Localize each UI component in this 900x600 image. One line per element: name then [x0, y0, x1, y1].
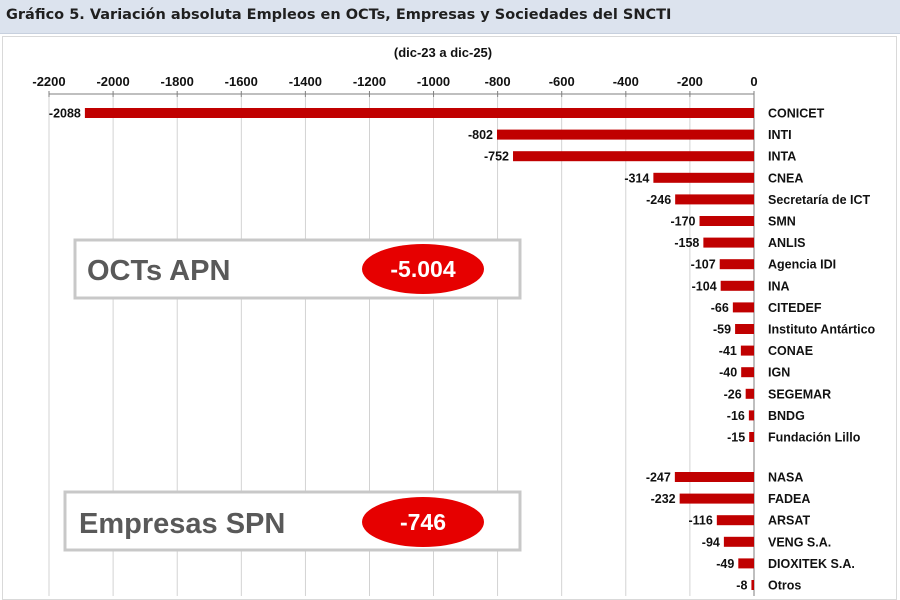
callout-box: Empresas SPN -746: [63, 490, 522, 552]
bar: [738, 558, 754, 569]
category-label: ARSAT: [768, 514, 810, 528]
category-label: VENG S.A.: [768, 535, 831, 549]
x-tick-label: -400: [613, 74, 639, 89]
x-tick-label: -1600: [225, 74, 258, 89]
bar: [719, 259, 754, 270]
category-label: IGN: [768, 366, 790, 380]
bar: [735, 324, 754, 334]
data-label: -802: [468, 128, 493, 142]
callout-ellipse: [362, 497, 484, 547]
bar: [740, 345, 754, 356]
callout-box: OCTs APN -5.004: [73, 238, 522, 300]
category-label: Secretaría de ICT: [768, 193, 870, 207]
data-label: -8: [736, 579, 747, 593]
bar: [720, 280, 754, 291]
x-tick-label: -600: [549, 74, 575, 89]
data-label: -66: [711, 301, 729, 315]
callout-value: -746: [400, 509, 446, 535]
bar: [513, 151, 754, 162]
bar: [653, 172, 754, 183]
category-label: FADEA: [768, 492, 810, 506]
callout-label: Empresas SPN: [79, 508, 285, 540]
data-label: -116: [688, 514, 712, 528]
bar: [699, 216, 754, 226]
category-label: SMN: [768, 215, 796, 229]
data-label: -59: [713, 323, 731, 337]
bar: [675, 194, 754, 205]
data-label: -40: [719, 366, 737, 380]
x-tick-label: -1000: [417, 74, 450, 89]
bar: [723, 536, 754, 547]
header-bar: Gráfico 5. Variación absoluta Empleos en…: [0, 0, 900, 34]
callouts: OCTs APN -5.004 Empresas SPN -746: [63, 238, 522, 552]
x-tick-label: 0: [750, 74, 757, 89]
bar: [741, 367, 754, 378]
category-label: CITEDEF: [768, 301, 822, 315]
category-label: INTI: [768, 128, 792, 142]
category-label: Instituto Antártico: [768, 323, 876, 337]
callout-value: -5.004: [390, 256, 455, 282]
x-tick-label: -1200: [353, 74, 386, 89]
data-label: -314: [624, 171, 649, 185]
callout-ellipse: [362, 244, 484, 294]
x-axis-ticks: -2200 -2000 -1800 -1600 -1400 -1200 -1000 -800-…: [32, 74, 758, 97]
x-tick-label: -2000: [96, 74, 129, 89]
category-label: BNDG: [768, 409, 805, 423]
x-tick-label: -2200: [32, 74, 65, 89]
data-label: -15: [727, 431, 745, 445]
data-label: -170: [670, 215, 695, 229]
data-label: -16: [727, 409, 745, 423]
category-label: INA: [768, 279, 790, 293]
bar: [748, 410, 754, 421]
bar: [745, 388, 754, 399]
x-tick-label: -1400: [289, 74, 322, 89]
category-label: Agencia IDI: [768, 258, 836, 272]
bar: [674, 472, 754, 482]
category-label: ANLIS: [768, 236, 806, 250]
data-label: -232: [651, 492, 676, 506]
data-label: -158: [674, 236, 699, 250]
bar: [84, 108, 754, 118]
bar: [716, 515, 754, 526]
data-label: -107: [691, 258, 716, 272]
bar: [732, 302, 754, 313]
chart-subtitle: (dic-23 a dic-25): [394, 45, 492, 60]
bar: [749, 432, 754, 442]
bar: [496, 129, 754, 140]
data-label: -49: [716, 557, 734, 571]
data-label: -246: [646, 193, 671, 207]
bar: [679, 493, 754, 504]
x-tick-label: -800: [485, 74, 511, 89]
category-label: SEGEMAR: [768, 387, 831, 401]
category-label: CONAE: [768, 344, 813, 358]
data-label: -2088: [49, 107, 81, 121]
category-label: CNEA: [768, 171, 803, 185]
data-label: -752: [484, 150, 509, 164]
category-label: Fundación Lillo: [768, 431, 861, 445]
bar: [751, 580, 754, 590]
category-label: DIOXITEK S.A.: [768, 557, 855, 571]
data-label: -94: [702, 535, 720, 549]
data-label: -41: [719, 344, 737, 358]
data-label: -247: [646, 471, 671, 485]
data-label: -26: [724, 387, 742, 401]
bars: -2088 CONICET -802 INTI -752 INTA -314 CNEA -246…: [49, 107, 876, 593]
data-label: -104: [692, 279, 717, 293]
category-label: NASA: [768, 471, 803, 485]
x-tick-label: -1800: [161, 74, 194, 89]
category-label: INTA: [768, 150, 796, 164]
bar: [703, 237, 754, 248]
callout-label: OCTs APN: [87, 255, 230, 287]
x-tick-label: -200: [677, 74, 703, 89]
category-label: Otros: [768, 579, 801, 593]
category-label: CONICET: [768, 107, 825, 121]
chart-title: Gráfico 5. Variación absoluta Empleos en…: [6, 7, 672, 23]
